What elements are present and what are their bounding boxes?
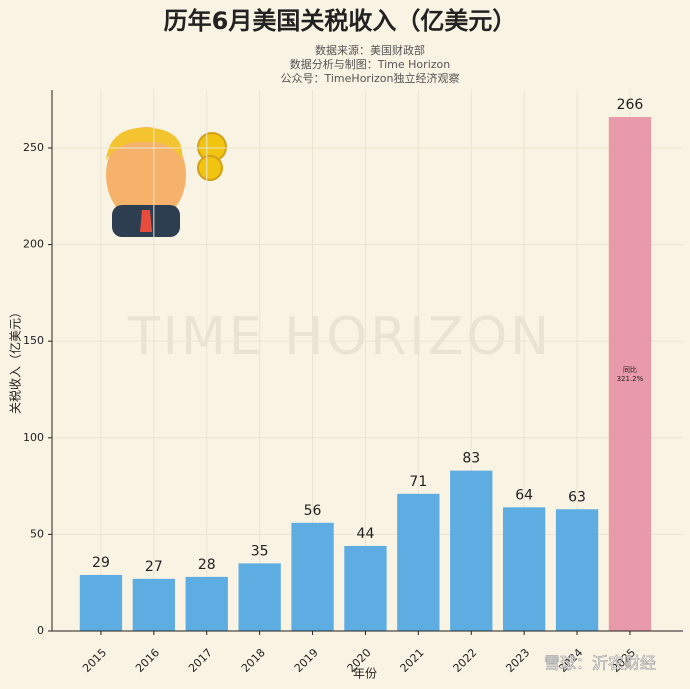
bar (291, 522, 334, 631)
value-label: 27 (145, 559, 163, 575)
x-axis-label: 年份 (353, 667, 377, 681)
watermark: TIME HORIZON (127, 307, 552, 367)
value-label: 56 (304, 503, 322, 519)
y-axis-label: 关税收入（亿美元） (8, 306, 23, 414)
bar (555, 509, 599, 631)
subtitle: 数据来源：美国财政部 (315, 43, 425, 57)
value-label: 266 (617, 97, 644, 113)
annotation: 同比 (623, 365, 637, 374)
bar (344, 545, 387, 631)
value-label: 63 (568, 489, 586, 505)
y-tick-label: 100 (23, 431, 44, 444)
bar (450, 470, 493, 631)
value-label: 29 (92, 555, 110, 571)
subtitle: 数据分析与制图：Time Horizon (290, 57, 450, 71)
bar (185, 576, 228, 631)
bar (608, 117, 652, 632)
y-tick-label: 50 (30, 527, 44, 540)
value-label: 44 (357, 526, 375, 542)
value-label: 35 (251, 543, 269, 559)
y-tick-label: 250 (23, 141, 44, 154)
y-tick-label: 150 (23, 334, 44, 347)
bar (397, 493, 440, 631)
value-label: 71 (409, 474, 427, 490)
bar (79, 574, 123, 631)
bar (238, 563, 281, 631)
y-tick-label: 200 (23, 238, 44, 251)
subtitle: 公众号：TimeHorizon独立经济观察 (281, 71, 460, 85)
cartoon-icon (106, 127, 227, 237)
value-label: 83 (462, 451, 480, 467)
value-label: 64 (515, 487, 533, 503)
annotation: 321.2% (617, 375, 644, 383)
bar (132, 578, 176, 631)
source-watermark: 雪球：沂农财经 (544, 654, 656, 673)
value-label: 28 (198, 557, 216, 573)
chart-title: 历年6月美国关税收入（亿美元） (164, 7, 517, 35)
y-tick-label: 0 (37, 624, 44, 637)
bar (502, 507, 546, 631)
